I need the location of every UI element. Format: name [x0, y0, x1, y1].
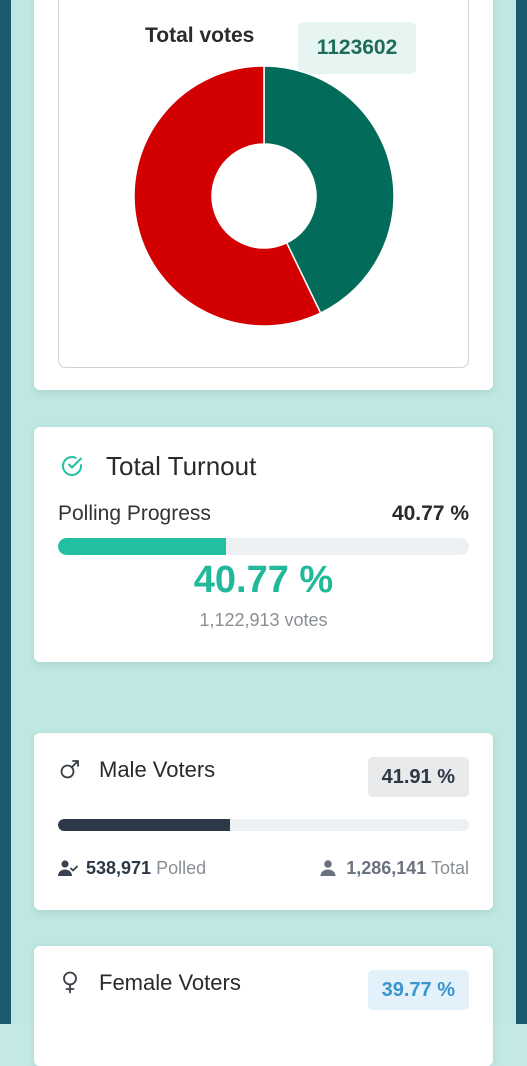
male-polled-value: 538,971: [86, 858, 152, 878]
total-votes-row: Total votes 1123602: [34, 6, 493, 74]
total-votes-value: 1123602: [298, 22, 416, 74]
female-percentage-badge: 39.77 %: [367, 970, 469, 1010]
turnout-percentage: 40.77 %: [193, 559, 334, 601]
male-progress-bar: [58, 819, 469, 831]
male-total-value: 1,286,141: [346, 858, 427, 878]
check-circle-icon: [62, 456, 82, 476]
female-voters-card: Female Voters 39.77 %: [34, 946, 493, 1066]
male-progress-fill: [58, 819, 231, 831]
left-edge: [0, 0, 11, 1024]
donut-slice-1[interactable]: [263, 66, 394, 315]
total-turnout-card: Total Turnout Polling Progress 40.77 % 4…: [34, 427, 493, 662]
vote-share-card: Total votes 1123602: [34, 0, 493, 390]
user-icon: [320, 860, 336, 876]
male-total-label: Total: [430, 858, 469, 878]
right-edge: [516, 0, 527, 1024]
donut-slice-0[interactable]: [134, 66, 322, 326]
male-voters-title: Male Voters: [99, 757, 216, 782]
user-check-icon: [58, 860, 78, 876]
male-percentage-badge: 41.91 %: [367, 757, 469, 797]
chart-frame: [58, 0, 469, 368]
male-voters-card: Male Voters 41.91 % 538,971 Polled 1,286…: [34, 733, 493, 910]
turnout-votes-count: 1,122,913 votes: [199, 610, 328, 630]
male-symbol-icon: [60, 760, 79, 779]
polling-progress-bar: [58, 538, 469, 555]
polling-progress-fill: [58, 538, 226, 555]
total-votes-label: Total votes: [145, 24, 255, 47]
male-total-stat: 1,286,141 Total: [318, 858, 469, 879]
polling-progress-label: Polling Progress: [58, 502, 211, 525]
male-polled-stat: 538,971 Polled: [58, 858, 206, 879]
turnout-title: Total Turnout: [106, 451, 257, 481]
female-symbol-icon: [63, 971, 77, 994]
female-voters-title: Female Voters: [99, 970, 241, 995]
male-polled-label: Polled: [156, 858, 207, 878]
polling-progress-value: 40.77 %: [391, 502, 469, 525]
vote-share-donut-chart[interactable]: [134, 66, 394, 326]
